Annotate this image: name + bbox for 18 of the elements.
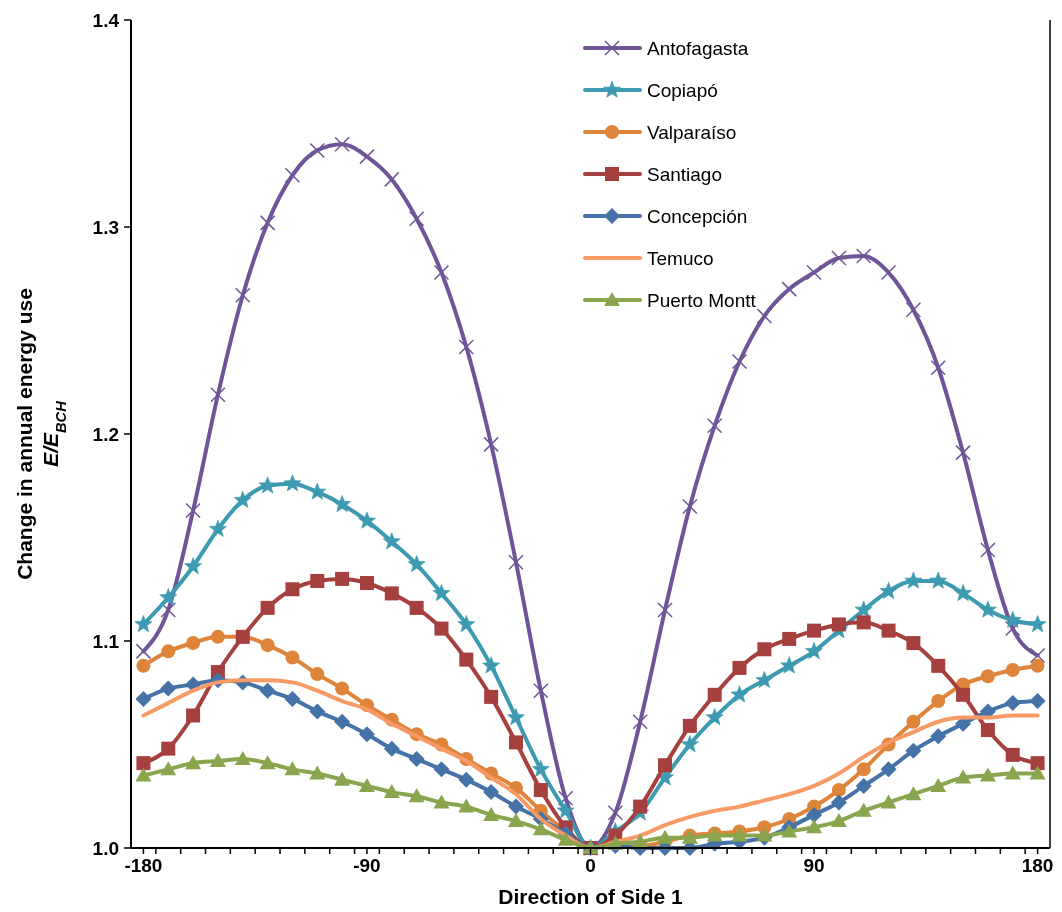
- x-axis-title: Direction of Side 1: [498, 885, 683, 908]
- y-tick-label: 1.0: [92, 837, 119, 859]
- legend-label: Copiapó: [647, 79, 718, 101]
- x-tick-label: 180: [1021, 855, 1054, 876]
- y-tick-label: 1.2: [92, 423, 119, 445]
- legend-label: Antofagasta: [647, 37, 749, 59]
- y-tick-label: 1.1: [92, 630, 120, 652]
- x-tick-label: 0: [585, 855, 596, 876]
- legend-label: Valparaíso: [647, 121, 737, 143]
- x-tick-label: 90: [803, 855, 825, 876]
- y-tick-label: 1.3: [92, 216, 119, 238]
- legend-label: Temuco: [647, 247, 714, 269]
- legend-label: Concepción: [647, 205, 748, 227]
- legend-label: Santiago: [647, 163, 723, 185]
- legend-label: Puerto Montt: [647, 289, 757, 311]
- x-tick-label: -90: [353, 855, 381, 876]
- x-tick-label: -180: [124, 855, 163, 876]
- y-tick-label: 1.4: [92, 9, 120, 31]
